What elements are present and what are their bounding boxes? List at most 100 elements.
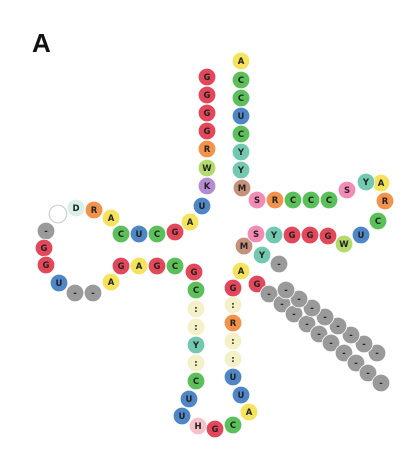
nucleotide-circle — [172, 406, 192, 426]
gap-nucleotide: - — [346, 353, 366, 373]
nucleotide-label: A — [187, 218, 194, 228]
nucleotide-circle — [252, 245, 272, 265]
nucleotide-circle — [197, 85, 217, 105]
nucleotide-label: C — [238, 76, 244, 86]
nucleotide-label: U — [238, 112, 245, 122]
nucleotide-circle — [232, 178, 252, 198]
nucleotide: A — [231, 261, 251, 281]
nucleotide: : — [223, 295, 243, 315]
nucleotide: R — [84, 200, 104, 220]
nucleotide: C — [186, 280, 206, 300]
nucleotide-label: - — [91, 289, 95, 299]
nucleotide: U — [192, 196, 212, 216]
nucleotide: G — [318, 226, 338, 246]
nucleotide: S — [246, 224, 266, 244]
nucleotide: U — [351, 225, 371, 245]
nucleotide-label: - — [375, 349, 379, 359]
nucleotide-circle — [334, 234, 354, 254]
nucleotide: A — [231, 51, 251, 71]
nucleotide-circle — [375, 191, 395, 211]
nucleotide-circle — [36, 255, 56, 275]
nucleotide-circle — [197, 67, 217, 87]
nucleotide-circle — [49, 273, 69, 293]
t-stem-3prime-strand: C C C R SM — [232, 178, 339, 210]
nucleotide-label: - — [349, 331, 353, 341]
nucleotide: G — [111, 256, 131, 276]
nucleotide-label: R — [272, 196, 279, 206]
nucleotide-circle — [184, 262, 204, 282]
nucleotide-label: U — [179, 412, 186, 422]
nucleotide: : — [186, 353, 206, 373]
nucleotide-label: A — [246, 408, 253, 418]
gap-nucleotide: - — [367, 343, 387, 363]
gap-nucleotide: - — [83, 283, 103, 303]
nucleotide-circle — [101, 208, 121, 228]
gap-nucleotide: - — [276, 280, 296, 300]
gap-nucleotide: - — [334, 343, 354, 363]
nucleotide: U — [172, 406, 192, 426]
nucleotide-circle — [354, 334, 374, 354]
nucleotide: C — [368, 211, 388, 231]
nucleotide-label: A — [238, 267, 245, 277]
nucleotide: G — [205, 419, 225, 439]
nucleotide-label: : — [231, 337, 234, 347]
nucleotide-label: - — [336, 322, 340, 332]
nucleotide-label: : — [194, 323, 197, 333]
nucleotide-circle — [246, 224, 266, 244]
nucleotide-label: C — [193, 377, 199, 387]
nucleotide: U — [49, 273, 69, 293]
nucleotide: U — [129, 224, 149, 244]
nucleotide-label: - — [305, 320, 309, 330]
nucleotide-label: - — [44, 227, 48, 237]
nucleotide-label: S — [254, 196, 260, 206]
nucleotide: : — [186, 299, 206, 319]
nucleotide-circle — [65, 283, 85, 303]
nucleotide-label: G — [118, 262, 125, 272]
gap-nucleotide: - — [328, 316, 348, 336]
nucleotide-label: K — [204, 182, 211, 192]
nucleotide: G — [36, 255, 56, 275]
nucleotide-label: G — [172, 228, 179, 238]
nucleotide: W — [197, 158, 217, 178]
nucleotide-label: H — [194, 422, 201, 432]
nucleotide-label: G — [43, 261, 50, 271]
nucleotide-circle — [223, 415, 243, 435]
nucleotide: D — [66, 198, 86, 218]
nucleotide-label: G — [204, 91, 211, 101]
nucleotide-label: G — [41, 244, 48, 254]
nucleotide-label: - — [323, 313, 327, 323]
nucleotide: C — [319, 190, 339, 210]
nucleotide-circle — [283, 190, 303, 210]
nucleotide-label: : — [231, 355, 234, 365]
nucleotide-label: - — [73, 289, 77, 299]
nucleotide-circle — [300, 225, 320, 245]
nucleotide: W — [334, 234, 354, 254]
nucleotide-label: C — [238, 130, 244, 140]
nucleotide-circle — [368, 211, 388, 231]
nucleotide-label: W — [202, 164, 212, 174]
nucleotide: H — [188, 416, 208, 436]
nucleotide-circle — [223, 349, 243, 369]
nucleotide: C — [231, 124, 251, 144]
nucleotide-circle — [179, 389, 199, 409]
nucleotide: G — [197, 121, 217, 141]
nucleotide-label: G — [204, 73, 211, 83]
nucleotide-label: C — [375, 217, 381, 227]
nucleotide-circle — [265, 190, 285, 210]
d-loop-bottom: -GGU- -A — [34, 221, 121, 303]
nucleotide-circle — [192, 196, 212, 216]
nucleotide: G — [197, 67, 217, 87]
nucleotide-circle — [186, 371, 206, 391]
nucleotide: A — [239, 402, 259, 422]
nucleotide-label: - — [366, 369, 370, 379]
nucleotide-label: A — [108, 278, 115, 288]
nucleotide: U — [231, 106, 251, 126]
nucleotide: U — [231, 385, 251, 405]
nucleotide-circle — [111, 224, 131, 244]
gap-nucleotide: - — [289, 289, 309, 309]
nucleotide-label: Y — [362, 178, 370, 188]
gap-nucleotide: - — [341, 325, 361, 345]
